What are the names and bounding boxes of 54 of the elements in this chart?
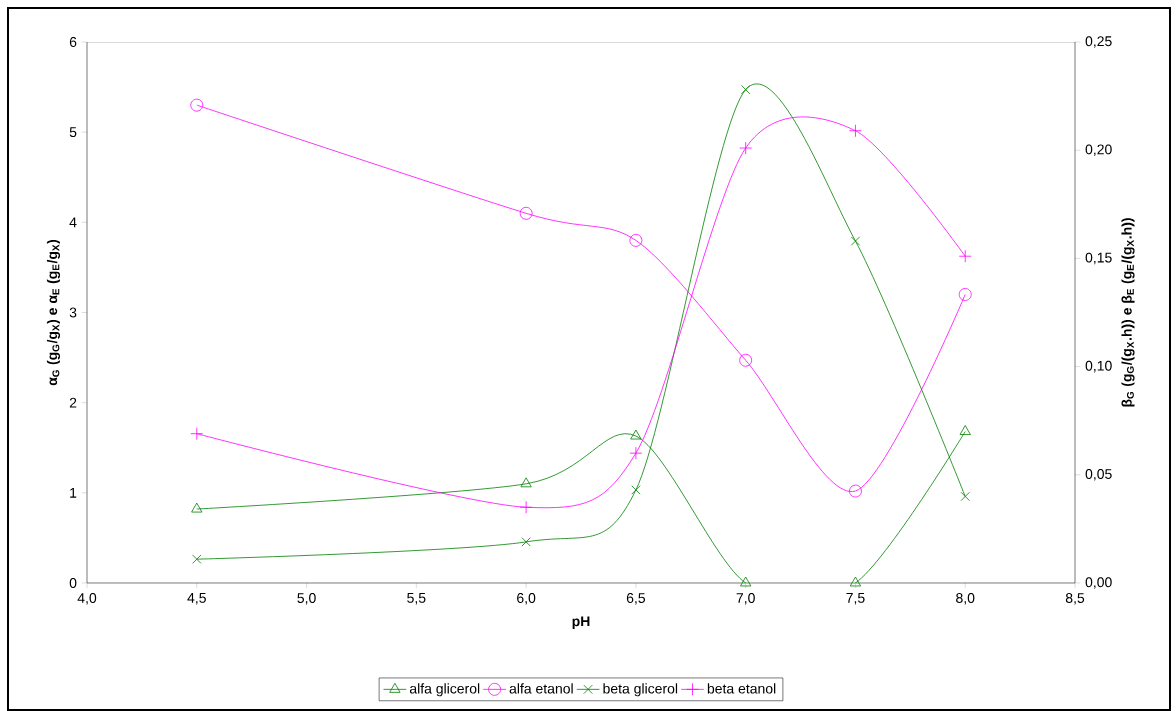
point — [520, 477, 532, 488]
y2-tick-label: 0,25 — [1085, 36, 1112, 48]
y2-tick-label: 0,10 — [1085, 360, 1112, 373]
y2-tick-label: 0,20 — [1085, 144, 1112, 156]
x-tick-label: 4,5 — [187, 593, 206, 605]
text: α$_{G}$ (g$_{G}$/g$_{X}$) e α$_{E}$ (g$_{E}$/g$_{X}$) — [46, 239, 61, 386]
text: β$_{G}$ (g$_{G}$/(g$_{X}$.h)) e β$_{E}$ (g$_{E}$/(g$_{X}$.h)) — [1121, 218, 1135, 407]
point — [519, 500, 533, 514]
x-axis-title: pH — [572, 616, 590, 629]
y-tick-label: 2 — [69, 397, 77, 408]
point — [629, 446, 643, 460]
point — [741, 84, 751, 95]
point — [740, 576, 752, 587]
point — [849, 484, 862, 498]
point — [960, 491, 970, 502]
x-tick-label: 7,0 — [736, 593, 755, 605]
point — [958, 288, 972, 301]
point — [959, 425, 971, 435]
point — [191, 502, 203, 513]
y2-tick-label: 0,15 — [1085, 252, 1112, 265]
point — [630, 429, 642, 440]
point — [521, 537, 531, 547]
x-tick-label: 6,0 — [517, 593, 536, 605]
x-tick-label: 4,0 — [77, 593, 97, 605]
point — [629, 233, 643, 247]
x-tick-label: 8,0 — [956, 593, 975, 605]
legend-label: alfa glicerol — [409, 683, 480, 697]
point — [739, 141, 753, 155]
point — [849, 576, 862, 587]
point — [958, 249, 972, 263]
point — [849, 124, 862, 138]
point — [850, 236, 861, 246]
legend-label: alfa etanol — [509, 683, 573, 694]
point — [519, 206, 533, 220]
y2-tick-label: 0,00 — [1085, 577, 1112, 589]
y2-tick-label: 0,05 — [1085, 469, 1112, 481]
point — [190, 427, 204, 441]
y-tick-label: 4 — [69, 217, 77, 228]
point — [739, 353, 753, 367]
x-tick-label: 8,5 — [1065, 593, 1085, 605]
y-tick-label: 0 — [69, 578, 77, 588]
x-tick-label: 5,5 — [407, 593, 426, 605]
x-tick-label: 5,0 — [297, 593, 316, 605]
legend-label: beta glicerol — [603, 683, 678, 697]
x-tick-label: 6,5 — [626, 593, 646, 605]
y-tick-label: 1 — [70, 488, 77, 498]
point — [190, 98, 204, 112]
y-tick-label: 6 — [69, 37, 77, 47]
legend-label: beta etanol — [707, 683, 776, 694]
y-tick-label: 3 — [69, 307, 77, 318]
point — [631, 485, 641, 495]
y-tick-label: 5 — [69, 127, 77, 138]
point — [192, 554, 202, 564]
x-tick-label: 7,5 — [846, 593, 865, 605]
